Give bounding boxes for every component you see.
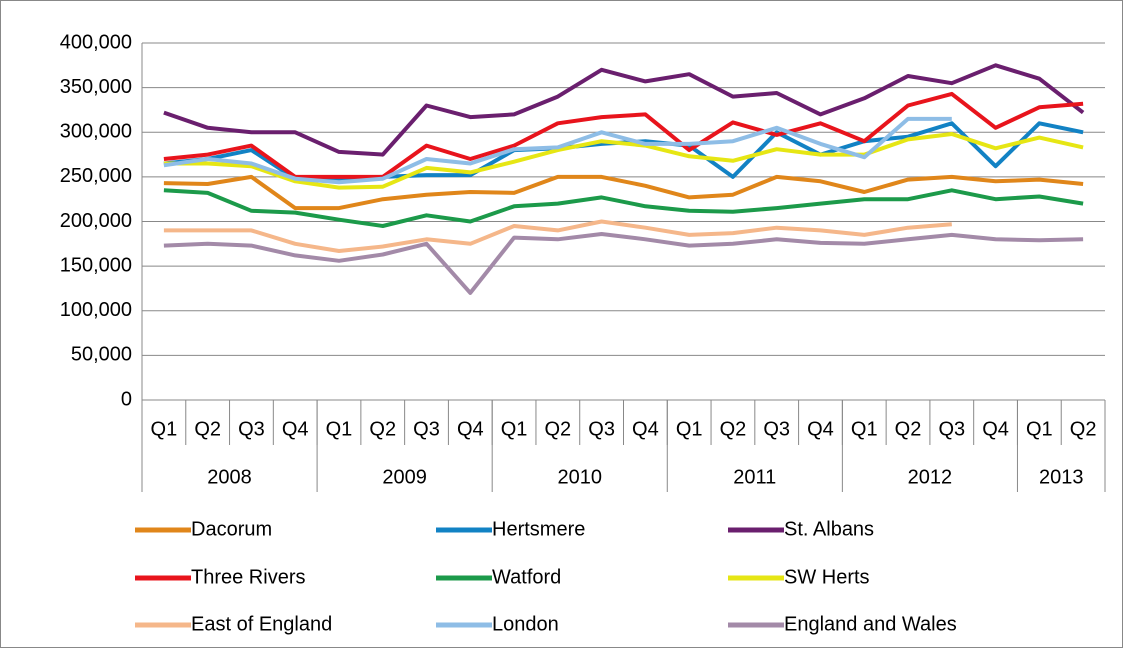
x-group-label: 2013 — [1039, 466, 1084, 488]
series-line — [163, 63, 1085, 157]
x-group-label: 2012 — [908, 466, 953, 488]
legend-label: St. Albans — [784, 518, 874, 540]
x-tick-label: Q2 — [544, 418, 571, 440]
series-line — [163, 188, 1084, 228]
series-line — [163, 219, 952, 253]
series-line — [163, 232, 1084, 295]
x-tick-label: Q2 — [1070, 418, 1097, 440]
legend-label: Three Rivers — [191, 566, 305, 588]
x-tick-label: Q4 — [282, 418, 309, 440]
y-tick-label: 300,000 — [60, 121, 132, 143]
x-tick-label: Q2 — [895, 418, 922, 440]
series-line — [163, 116, 952, 185]
x-tick-label: Q2 — [720, 418, 747, 440]
x-tick-label: Q3 — [413, 418, 440, 440]
series-line — [163, 132, 1084, 190]
legend-label: East of England — [191, 613, 332, 635]
x-tick-label: Q3 — [238, 418, 265, 440]
series-line — [163, 91, 1084, 179]
x-tick-label: Q2 — [369, 418, 396, 440]
x-tick-label: Q1 — [151, 418, 178, 440]
x-tick-label: Q1 — [501, 418, 528, 440]
x-tick-label: Q1 — [1026, 418, 1053, 440]
y-tick-label: 100,000 — [60, 299, 132, 321]
x-tick-label: Q4 — [807, 418, 834, 440]
x-group-label: 2010 — [557, 466, 602, 488]
x-group-label: 2008 — [207, 466, 252, 488]
x-tick-label: Q3 — [763, 418, 790, 440]
x-group-label: 2009 — [382, 466, 427, 488]
legend-label: Dacorum — [191, 518, 272, 540]
y-tick-label: 0 — [121, 388, 132, 410]
y-tick-label: 400,000 — [60, 31, 132, 53]
x-tick-label: Q2 — [194, 418, 221, 440]
series-line — [163, 174, 1084, 211]
y-tick-label: 200,000 — [60, 210, 132, 232]
x-tick-label: Q1 — [326, 418, 353, 440]
x-tick-label: Q4 — [632, 418, 659, 440]
y-tick-label: 150,000 — [60, 254, 132, 276]
x-tick-label: Q4 — [982, 418, 1009, 440]
x-tick-label: Q1 — [851, 418, 878, 440]
legend-label: England and Wales — [784, 613, 957, 635]
legend-label: Watford — [492, 566, 561, 588]
x-tick-label: Q3 — [588, 418, 615, 440]
y-tick-label: 250,000 — [60, 165, 132, 187]
x-tick-label: Q4 — [457, 418, 484, 440]
y-tick-label: 350,000 — [60, 76, 132, 98]
x-tick-label: Q1 — [676, 418, 703, 440]
legend-label: SW Herts — [784, 566, 870, 588]
legend-label: London — [492, 613, 559, 635]
legend-label: Hertsmere — [492, 518, 585, 540]
y-tick-label: 50,000 — [71, 344, 132, 366]
x-group-label: 2011 — [733, 466, 776, 488]
x-tick-label: Q3 — [938, 418, 965, 440]
